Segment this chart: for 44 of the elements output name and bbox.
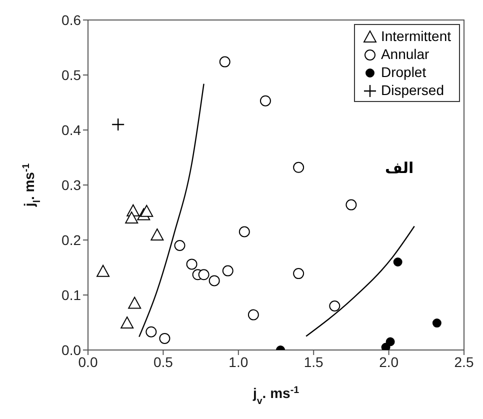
- line-series: [305, 226, 415, 337]
- x-axis-title: j$_{v}$. ms$^{-1}$: [252, 384, 300, 406]
- point: [186, 258, 198, 270]
- y-tick-label: 0.3: [62, 176, 82, 193]
- point: [293, 162, 304, 173]
- x-tick-label: 1.5: [304, 354, 324, 370]
- x-tick-label: 2.0: [379, 354, 399, 370]
- y-tick-label: 0.2: [62, 232, 82, 248]
- legend-label: Droplet: [380, 64, 426, 80]
- point: [111, 118, 125, 132]
- x-tick-label: 0.5: [153, 354, 174, 370]
- y-tick-label: 0.4: [62, 122, 82, 138]
- point: [150, 228, 164, 241]
- y-tick-label: 0.5: [62, 66, 82, 83]
- point: [346, 199, 357, 210]
- point: [293, 268, 304, 280]
- point: [222, 265, 234, 276]
- legend-label: Intermittent: [380, 28, 451, 44]
- point: [238, 226, 250, 238]
- point: [329, 300, 340, 312]
- point: [432, 318, 442, 328]
- y-tick-label: 0.1: [62, 286, 82, 303]
- point: [381, 342, 390, 350]
- point: [198, 269, 210, 280]
- annotation: الف: [385, 158, 414, 177]
- legend-label: Annular: [380, 46, 430, 62]
- line-series: [138, 83, 204, 338]
- x-tick-label: 1.0: [228, 354, 248, 370]
- point: [219, 56, 230, 68]
- y-tick-label: 0.6: [62, 12, 82, 28]
- legend-label: Dispersed: [380, 82, 444, 98]
- point: [248, 309, 259, 320]
- point: [140, 204, 154, 217]
- point: [120, 316, 134, 329]
- point: [393, 258, 402, 266]
- point: [125, 212, 138, 224]
- point: [159, 332, 170, 344]
- point: [208, 275, 220, 286]
- x-tick-label: 2.5: [454, 354, 474, 370]
- point: [146, 326, 157, 338]
- point: [96, 264, 110, 277]
- point: [128, 296, 142, 309]
- point: [174, 240, 186, 251]
- point: [260, 95, 271, 106]
